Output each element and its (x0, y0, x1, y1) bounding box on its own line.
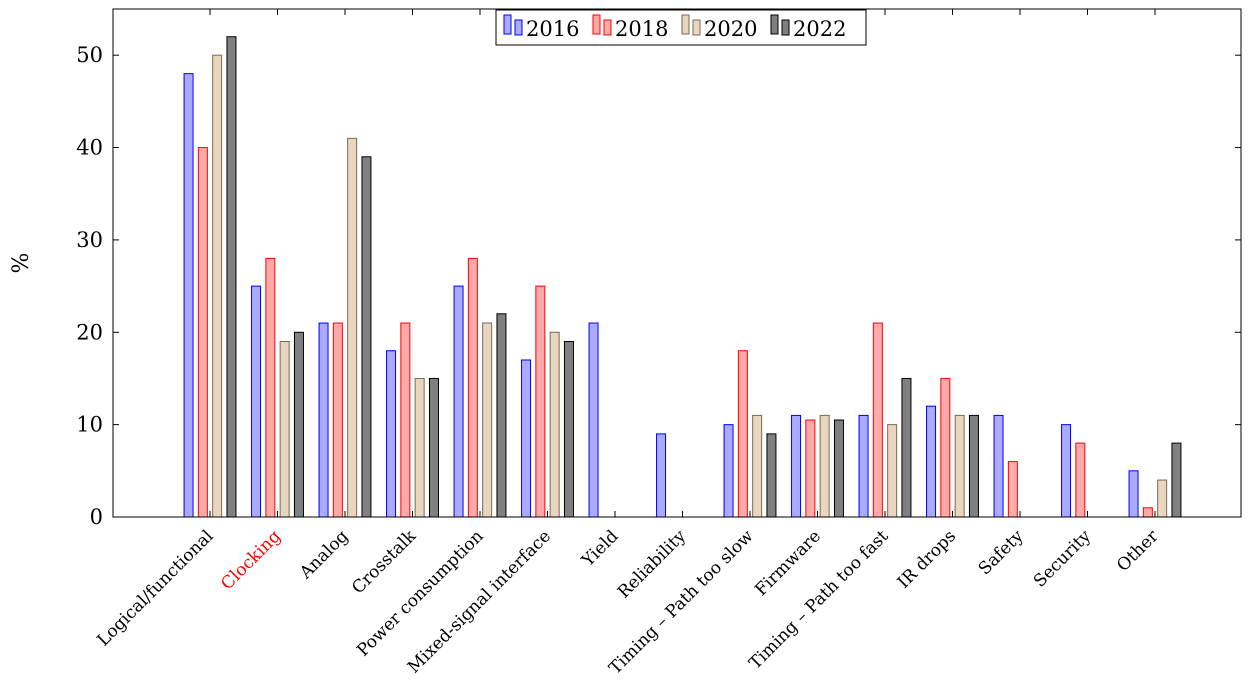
bar-2022 (833, 419, 844, 518)
legend-swatch (503, 14, 512, 35)
y-tick-label: 40 (76, 136, 103, 160)
x-tick-label: Firmware (751, 526, 825, 600)
bar-2018 (467, 257, 478, 518)
x-tick-label: Clocking (217, 526, 285, 594)
bar-2020 (347, 137, 358, 518)
bar-2016 (791, 414, 802, 518)
y-tick-label: 10 (76, 413, 103, 437)
legend-swatch (603, 19, 612, 36)
bar-2016 (926, 405, 937, 518)
bar-2016 (1128, 470, 1139, 518)
bar-2018 (737, 350, 748, 518)
y-axis-ticks: 0 10 20 30 40 50 (76, 43, 103, 529)
legend-swatch (681, 14, 690, 35)
y-tick-label: 30 (76, 228, 103, 252)
x-tick-label: Timing – Path too fast (745, 526, 892, 673)
bar-2020 (414, 377, 425, 518)
x-tick-label: IR drops (894, 526, 960, 592)
bar-2016 (251, 285, 262, 518)
bar-2016 (386, 350, 397, 518)
bar-2018 (265, 257, 276, 518)
x-tick-label: Yield (577, 526, 622, 571)
bar-2018 (1075, 442, 1086, 518)
bar-2022 (766, 433, 777, 518)
bar-2018 (197, 147, 208, 518)
x-tick-label: Crosstalk (348, 526, 420, 598)
bar-2018 (1007, 461, 1018, 518)
bar-2022 (563, 341, 574, 518)
x-axis-labels: Logical/functional Clocking AnalogCrosstal… (94, 526, 1164, 679)
bar-2022 (226, 36, 237, 518)
bar-2016 (521, 359, 532, 518)
legend-swatch (592, 14, 601, 35)
bar-2016 (453, 285, 464, 518)
bar-2018 (805, 419, 816, 518)
legend-swatch (781, 19, 790, 36)
bar-2016 (723, 424, 734, 518)
bar-2022 (361, 156, 372, 518)
bar-2020 (752, 414, 763, 518)
bar-2020 (819, 414, 830, 518)
x-tick-label: Safety (975, 526, 1028, 579)
bar-2018 (535, 285, 546, 518)
bar-2016 (1061, 424, 1072, 518)
x-tick-label: Security (1030, 526, 1095, 591)
bar-2020 (887, 424, 898, 518)
plot-frame (112, 8, 1242, 518)
x-tick-label: Mixed-signal interface (404, 526, 555, 677)
bar-2020 (279, 341, 290, 518)
bar-2022 (496, 313, 507, 518)
bar-2020 (212, 54, 223, 518)
bar-2020 (1157, 479, 1168, 518)
x-tick-label: Power consumption (353, 526, 487, 660)
bar-2016 (183, 73, 194, 518)
x-tick-label: Timing – Path too slow (605, 526, 757, 678)
bar-2016 (993, 414, 1004, 518)
legend-label: 2016 (526, 17, 579, 41)
bar-2020 (954, 414, 965, 518)
y-tick-label: 0 (90, 505, 103, 529)
legend: 2016 2018 2020 2022 (495, 9, 867, 46)
bar-2020 (549, 331, 560, 518)
bar-2022 (901, 377, 912, 518)
bar-2018 (872, 322, 883, 518)
bar-2018 (1142, 507, 1153, 518)
bar-2018 (332, 322, 343, 518)
y-tick-label: 50 (76, 43, 103, 67)
legend-swatch (770, 14, 779, 35)
bar-2022 (428, 377, 439, 518)
bar-2022 (1171, 442, 1182, 518)
x-tick-label: Logical/functional (94, 526, 218, 650)
bar-2016 (656, 433, 667, 518)
bar-2020 (482, 322, 493, 518)
legend-box (495, 9, 867, 46)
y-tick-label: 20 (76, 320, 103, 344)
legend-label: 2018 (615, 17, 668, 41)
bar-2022 (293, 331, 304, 518)
x-tick-label: Other (1113, 526, 1163, 576)
bar-2022 (968, 414, 979, 518)
bars (183, 36, 1182, 518)
bar-2016 (588, 322, 599, 518)
legend-label: 2020 (704, 17, 757, 41)
legend-swatch (514, 19, 523, 36)
bar-2018 (940, 377, 951, 518)
bar-2016 (858, 414, 869, 518)
legend-label: 2022 (793, 17, 846, 41)
y-axis-label: % (9, 253, 34, 274)
x-tick-label: Analog (295, 526, 352, 583)
tick-marks (113, 9, 1241, 518)
bar-2016 (318, 322, 329, 518)
bar-2018 (400, 322, 411, 518)
legend-swatch (692, 19, 701, 36)
